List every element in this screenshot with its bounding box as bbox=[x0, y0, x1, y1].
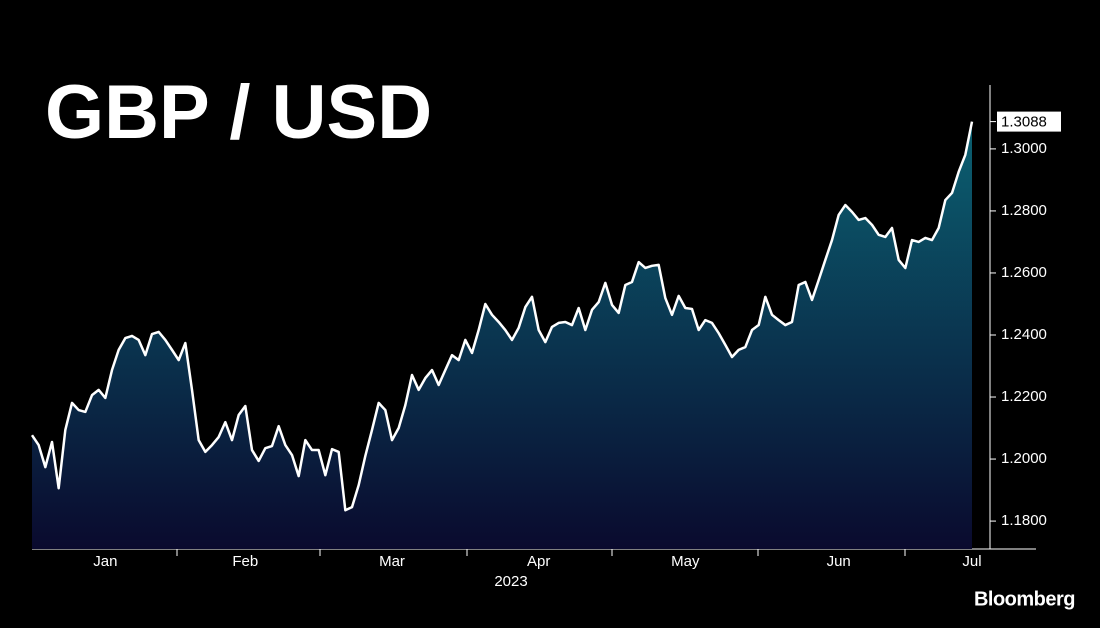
month-boundaries bbox=[176, 549, 906, 556]
y-tick-label: 1.2200 bbox=[1001, 388, 1047, 405]
last-value-label: 1.3088 bbox=[1001, 114, 1047, 131]
y-tick-label: 1.3000 bbox=[1001, 140, 1047, 157]
x-tick-label: Feb bbox=[232, 553, 258, 570]
source: Bloomberg bbox=[974, 588, 1075, 610]
chart-title: GBP / USD bbox=[45, 70, 432, 155]
y-tick-label: 1.2000 bbox=[1001, 450, 1047, 467]
x-tick-label: May bbox=[671, 553, 700, 570]
x-tick-label: Jul bbox=[962, 553, 981, 570]
x-tick-label: Mar bbox=[379, 553, 405, 570]
x-tick-label: Jun bbox=[827, 553, 851, 570]
y-tick-label: 1.1800 bbox=[1001, 512, 1047, 529]
y-tick-label: 1.2800 bbox=[1001, 202, 1047, 219]
x-axis-label: 2023 bbox=[494, 573, 527, 590]
x-tick-label: Apr bbox=[527, 553, 550, 570]
line bbox=[30, 121, 974, 512]
y-tick-label: 1.2400 bbox=[1001, 326, 1047, 343]
x-tick-label: Jan bbox=[93, 553, 117, 570]
area bbox=[32, 121, 972, 549]
last-value-box bbox=[997, 111, 1061, 132]
y-tick-label: 1.2600 bbox=[1001, 264, 1047, 281]
